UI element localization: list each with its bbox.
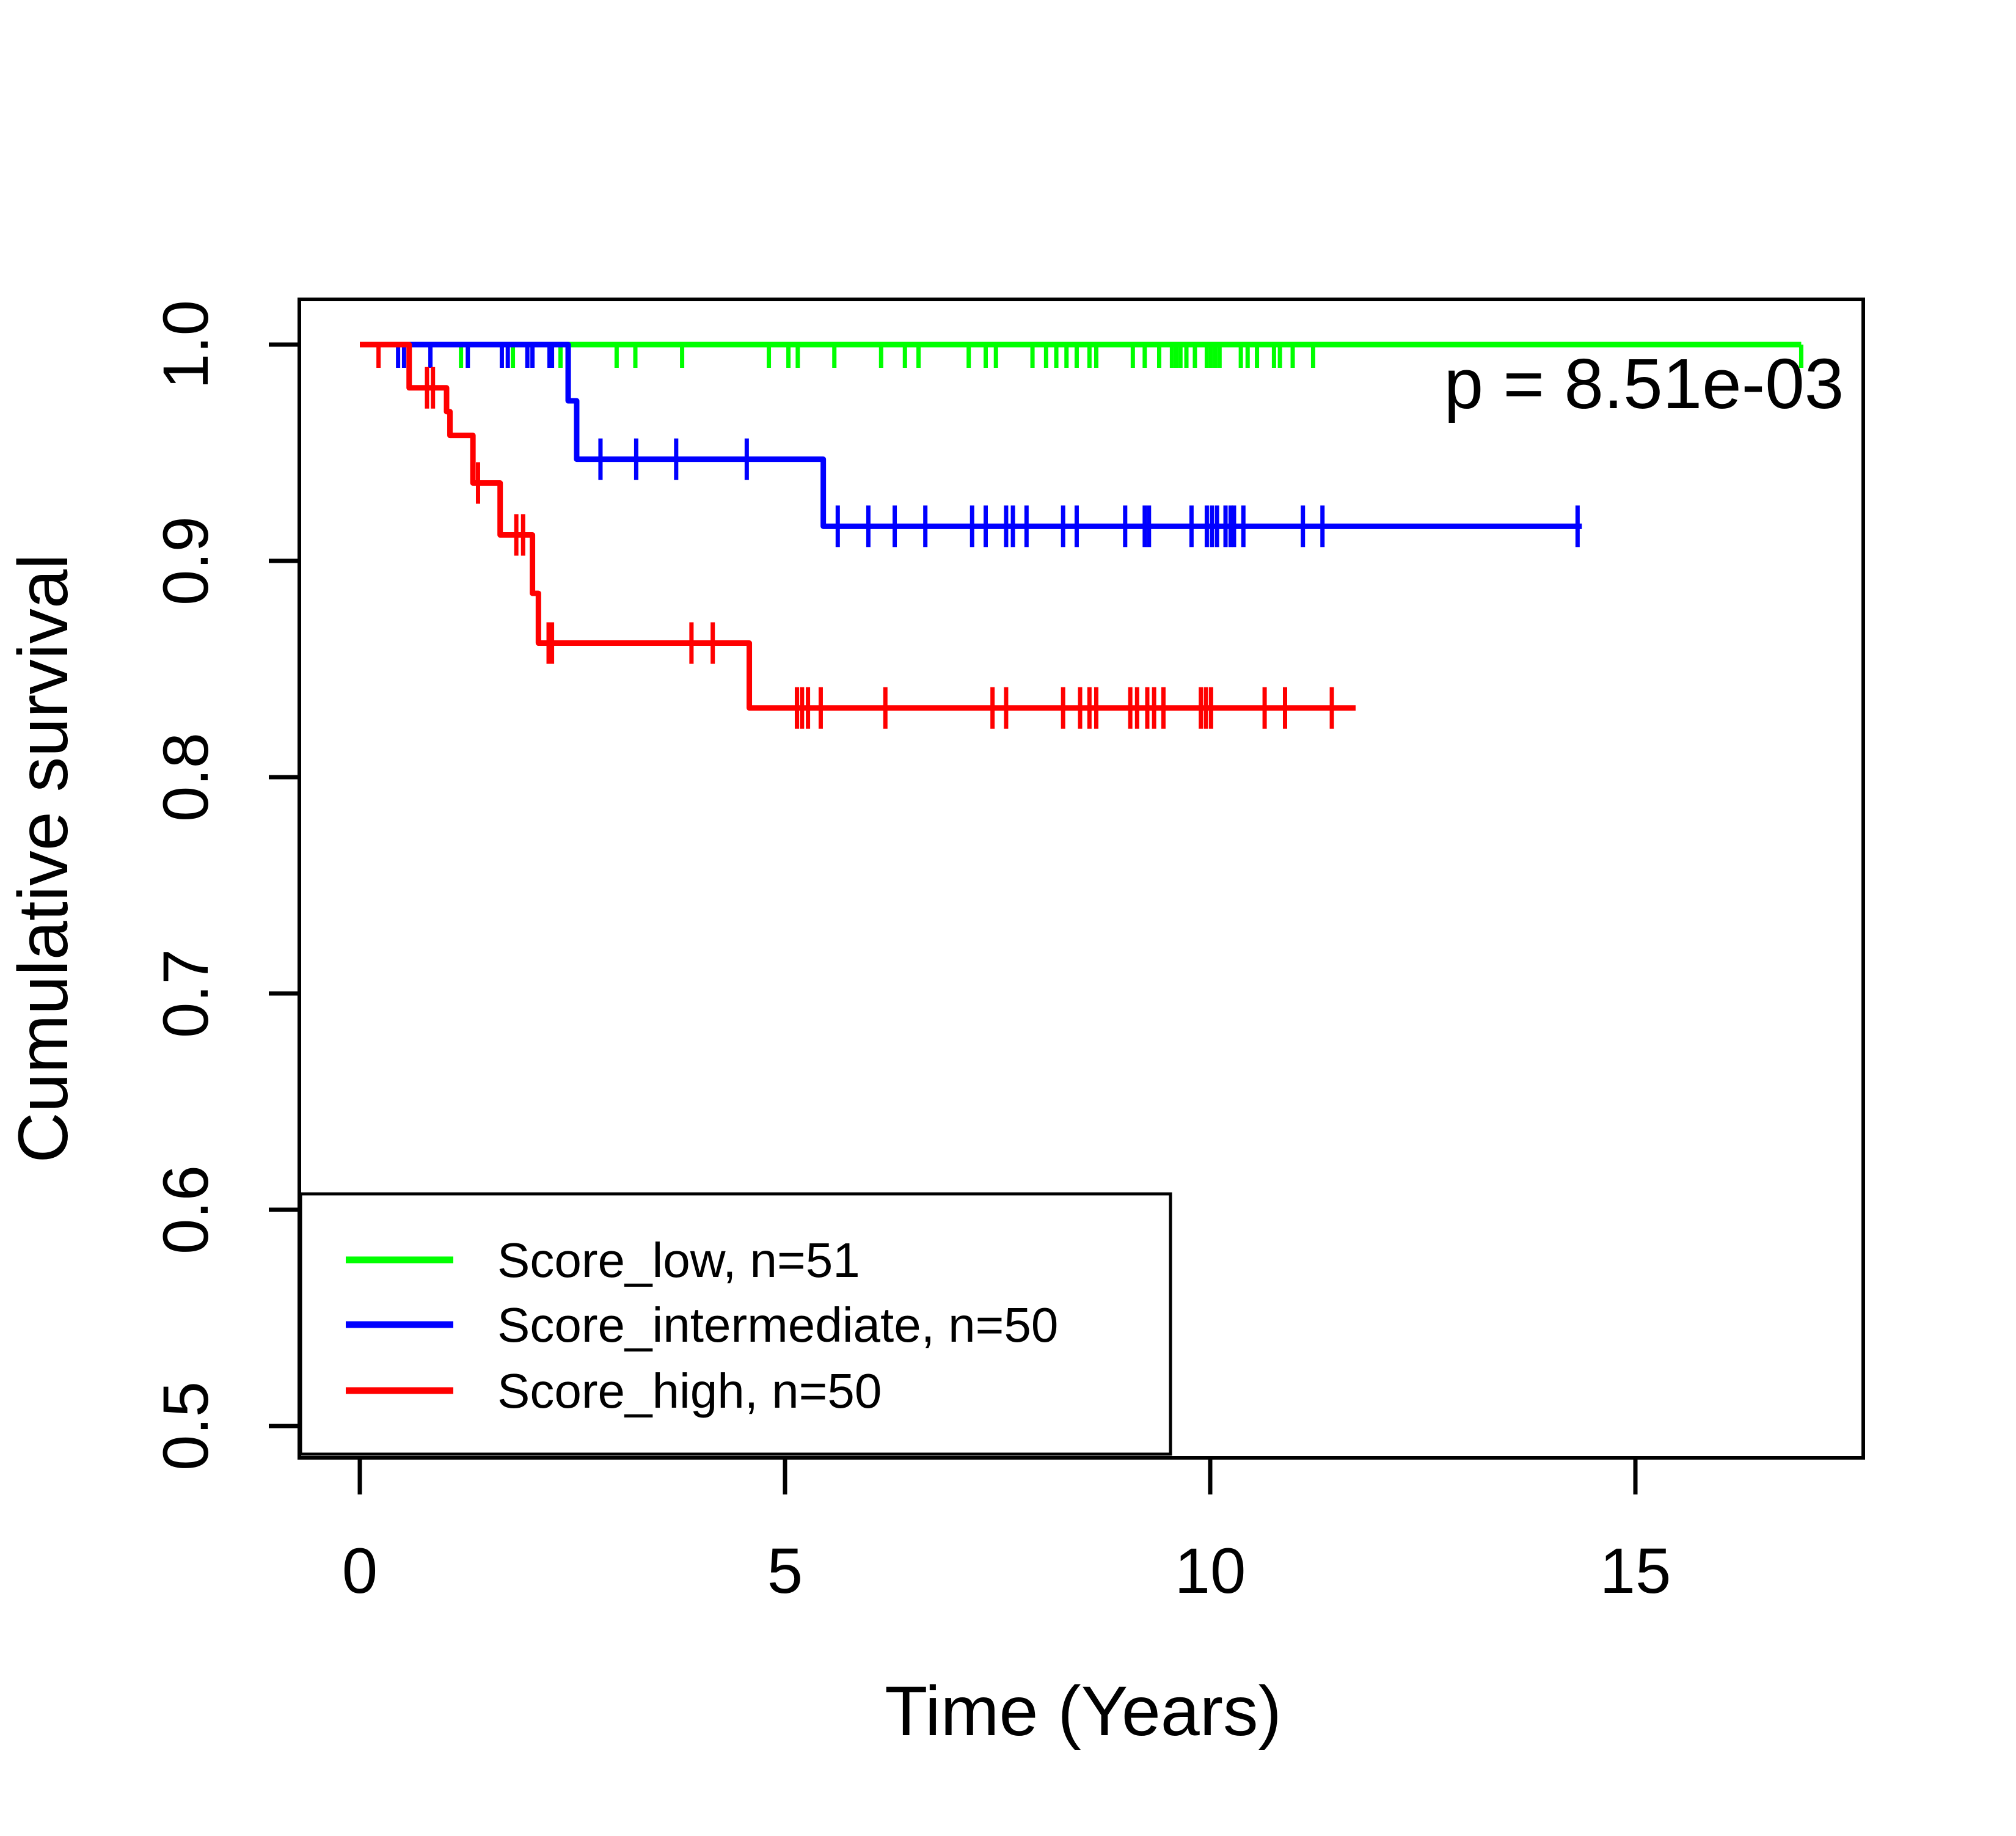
legend-label-score_intermediate: Score_intermediate, n=50 xyxy=(497,1298,1058,1352)
plot-border xyxy=(298,298,1865,1460)
x-axis-tick-label: 5 xyxy=(767,1535,803,1607)
y-axis-title: Cumulative survival xyxy=(4,554,82,1163)
y-axis-tick-label: 0.9 xyxy=(150,516,222,605)
y-axis-tick-label: 0.8 xyxy=(150,733,222,822)
x-axis-tick-label: 10 xyxy=(1175,1535,1246,1607)
x-axis-title: Time (Years) xyxy=(885,1672,1282,1750)
survival-curve-score_intermediate xyxy=(360,342,1582,529)
legend-box xyxy=(299,1192,1172,1456)
y-axis-tick-label: 0.5 xyxy=(150,1381,222,1471)
y-axis-tick-label: 0.6 xyxy=(150,1165,222,1254)
x-axis-tick-label: 0 xyxy=(342,1535,378,1607)
p-value-annotation: p = 8.51e-03 xyxy=(1444,344,1844,423)
legend-label-score_low: Score_low, n=51 xyxy=(497,1233,860,1287)
legend-label-score_high: Score_high, n=50 xyxy=(497,1364,882,1418)
x-axis-tick-label: 15 xyxy=(1600,1535,1671,1607)
y-axis-tick-label: 0.7 xyxy=(150,949,222,1038)
y-axis-tick-label: 1.0 xyxy=(150,300,222,389)
survival-curve-score_high xyxy=(360,342,1356,711)
